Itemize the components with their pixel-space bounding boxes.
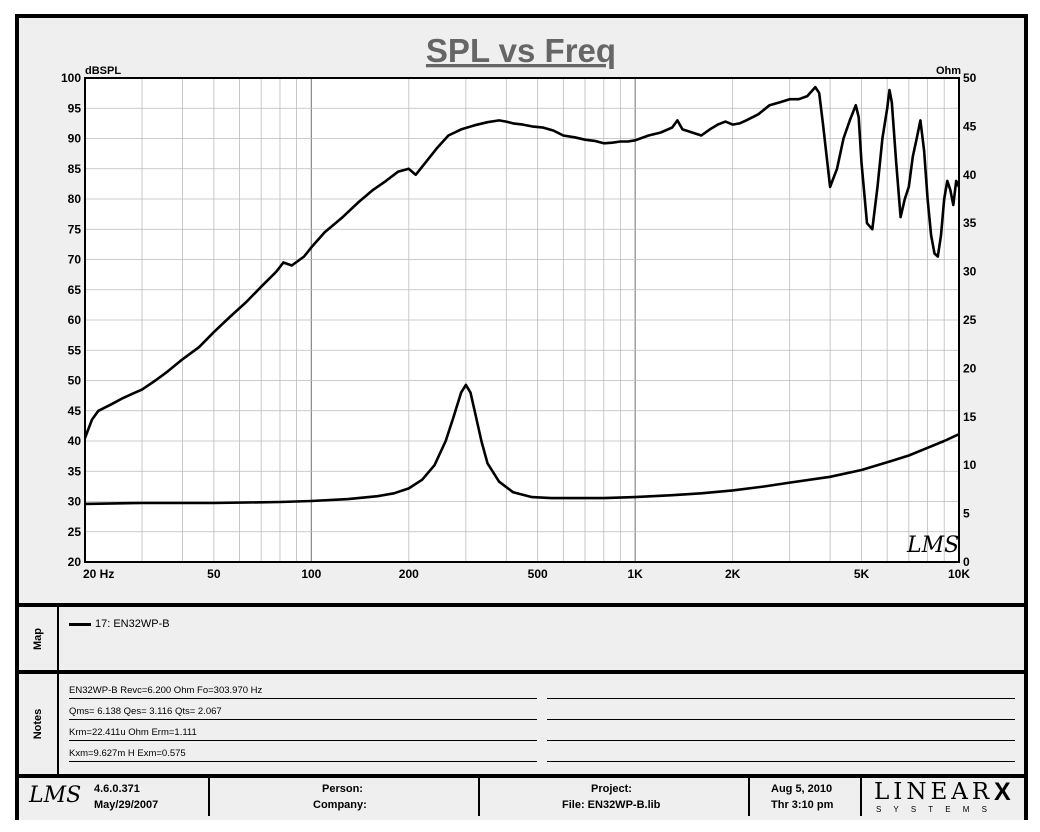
- y-left-tick-label: 80: [68, 192, 82, 206]
- y-left-tick-label: 100: [61, 71, 81, 85]
- file-label: File: EN32WP-B.lib: [562, 799, 661, 811]
- plot-frame: [84, 77, 960, 563]
- note-line: Kxm=9.627m H Exm=0.575: [69, 747, 537, 762]
- x-tick-label: 50: [207, 567, 221, 581]
- brand-linear: LINEAR: [874, 779, 994, 805]
- spl-impedance-chart: SPL vs Freq dBSPL Ohm 20 Hz 50 100 200 500 1K…: [61, 32, 977, 581]
- spl-line: [83, 85, 961, 439]
- right-axis-unit: Ohm: [936, 65, 961, 77]
- notes-panel: Notes EN32WP-B Revc=6.200 Ohm Fo=303.970…: [19, 670, 1024, 774]
- y-left-tick-label: 85: [68, 162, 82, 176]
- y-right-tick-label: 25: [963, 313, 977, 327]
- x-tick-label: 10K: [948, 567, 970, 581]
- x-tick-label: 100: [301, 567, 321, 581]
- note-line-empty: [547, 747, 1015, 762]
- footer: LMS 4.6.0.371 May/29/2007 Person: Compan…: [19, 774, 1024, 820]
- left-axis-unit: dBSPL: [85, 65, 121, 77]
- map-entry: 17: EN32WP-B: [69, 618, 170, 630]
- note-line: Krm=22.411u Ohm Erm=1.111: [69, 726, 537, 741]
- y-left-tick-label: 50: [68, 374, 82, 388]
- y-left-tick-label: 20: [68, 555, 82, 569]
- note-line-empty: [547, 726, 1015, 741]
- lms-watermark: LMS: [906, 533, 959, 558]
- data-series: [83, 85, 961, 506]
- footer-date-cell: Aug 5, 2010 Thr 3:10 pm: [750, 778, 862, 816]
- note-line: Qms= 6.138 Qes= 3.116 Qts= 2.067: [69, 705, 537, 720]
- y-left-tick-label: 55: [68, 343, 82, 357]
- y-left-tick-label: 30: [68, 495, 82, 509]
- y-left-tick-label: 45: [68, 404, 82, 418]
- y-right-tick-label: 40: [963, 168, 977, 182]
- impedance-line: [84, 383, 960, 506]
- y-left-tick-label: 70: [68, 253, 82, 267]
- report-day-time: Thr 3:10 pm: [771, 799, 834, 811]
- y-left-tick-label: 95: [68, 101, 82, 115]
- y-left-tick-label: 90: [68, 132, 82, 146]
- series-swatch: [69, 622, 91, 626]
- company-label: Company:: [313, 799, 367, 811]
- project-label: Project:: [591, 783, 632, 795]
- footer-version-cell: LMS 4.6.0.371 May/29/2007: [19, 778, 210, 816]
- x-tick-label: 20 Hz: [83, 567, 114, 581]
- y-left-tick-label: 65: [68, 283, 82, 297]
- notes-side-label: Notes: [19, 674, 59, 774]
- y-right-tick-label: 50: [963, 71, 977, 85]
- map-label: Map: [32, 627, 44, 650]
- note-line-empty: [547, 705, 1015, 720]
- report-date: Aug 5, 2010: [771, 783, 833, 795]
- y-right-tick-label: 15: [963, 410, 977, 424]
- lms-logo: LMS: [29, 783, 82, 808]
- x-tick-label: 200: [399, 567, 419, 581]
- linearx-logo: LINEAR X S Y S T E M S: [862, 778, 1024, 816]
- chart-title: SPL vs Freq: [426, 32, 616, 69]
- y-right-tick-label: 30: [963, 265, 977, 279]
- y-right-tick-label: 45: [963, 119, 977, 133]
- version-date: May/29/2007: [94, 799, 159, 811]
- y-right-tick-label: 35: [963, 216, 977, 230]
- brand-systems: S Y S T E M S: [876, 805, 992, 814]
- note-line-empty: [547, 684, 1015, 699]
- footer-person-cell: Person: Company:: [210, 778, 480, 816]
- y-left-tick-label: 25: [68, 525, 82, 539]
- y-left-tick-label: 35: [68, 464, 82, 478]
- y-left-tick-label: 60: [68, 313, 82, 327]
- x-tick-label: 1K: [628, 567, 644, 581]
- brand-x: X: [994, 778, 1011, 806]
- x-tick-label: 5K: [854, 567, 870, 581]
- y-left-tick-label: 75: [68, 222, 82, 236]
- version: 4.6.0.371: [94, 783, 140, 795]
- y-left-tick-label: 40: [68, 434, 82, 448]
- x-tick-label: 2K: [725, 567, 741, 581]
- notes-label: Notes: [32, 708, 44, 740]
- person-label: Person:: [322, 783, 363, 795]
- axis-ticks: 20 Hz 50 100 200 500 1K 2K 5K 10K202530354045505…: [61, 71, 977, 581]
- y-right-tick-label: 0: [963, 555, 970, 569]
- y-right-tick-label: 5: [963, 507, 970, 521]
- footer-project-cell: Project: File: EN32WP-B.lib: [480, 778, 750, 816]
- x-tick-label: 500: [528, 567, 548, 581]
- chart-area: SPL vs Freq dBSPL Ohm 20 Hz 50 100 200 500 1K…: [19, 18, 1024, 603]
- y-right-tick-label: 20: [963, 361, 977, 375]
- y-right-tick-label: 10: [963, 458, 977, 472]
- map-side-label: Map: [19, 607, 59, 670]
- map-panel: Map 17: EN32WP-B: [19, 603, 1024, 670]
- map-entry-label: 17: EN32WP-B: [95, 618, 170, 630]
- note-line: EN32WP-B Revc=6.200 Ohm Fo=303.970 Hz: [69, 684, 537, 699]
- report-sheet: SPL vs Freq dBSPL Ohm 20 Hz 50 100 200 500 1K…: [15, 14, 1028, 820]
